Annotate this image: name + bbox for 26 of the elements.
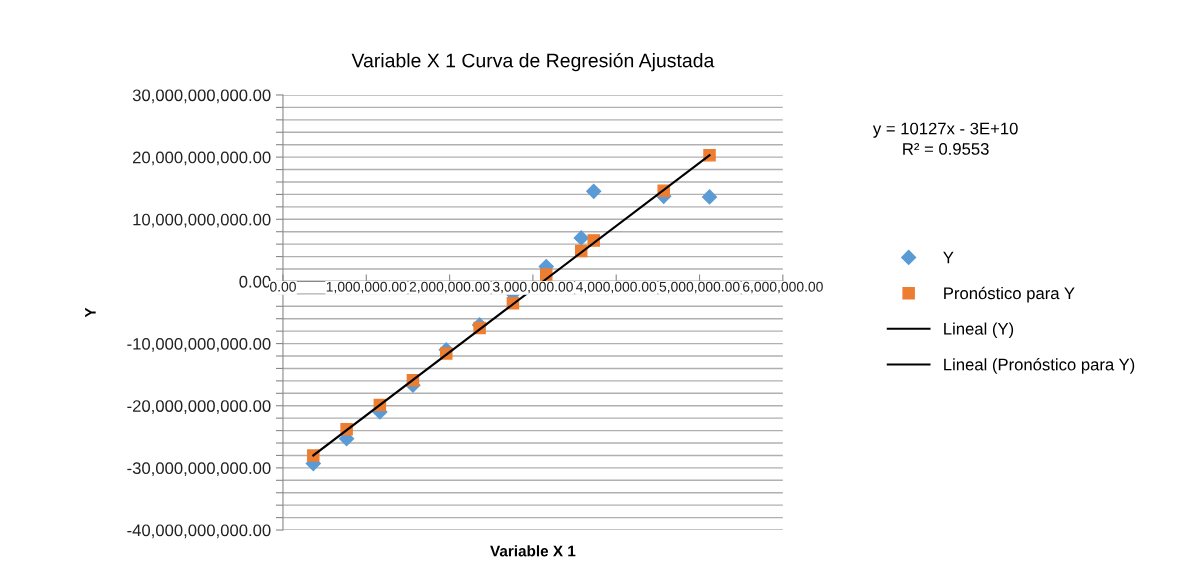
chart-title: Variable X 1 Curva de Regresión Ajustada (351, 52, 715, 72)
y-axis-title: Y (85, 307, 96, 318)
point (586, 183, 602, 199)
x-tick-label: 1,000,000.00 (326, 281, 407, 294)
text: y = 10127x - 3E+10 (872, 122, 1018, 138)
y-tick-label: -40,000,000,000.00 (127, 524, 271, 539)
x-tick-label: 5,000,000.00 (659, 281, 740, 294)
x-tick-label: 6,000,000.00 (743, 281, 823, 294)
x-tick-label: 3,000,000.00 (492, 281, 573, 294)
legend-label: Lineal (Y) (944, 322, 1014, 339)
y-tick-label: -10,000,000,000.00 (127, 337, 271, 352)
y-tick-label: -30,000,000,000.00 (127, 462, 271, 477)
text: R² = 0.9553 (903, 143, 989, 155)
y-tick-label: -20,000,000,000.00 (127, 400, 271, 414)
legend-label: Pronóstico para Y (944, 286, 1075, 303)
x-tick-label: 2,000,000.00 (409, 281, 490, 294)
legend-label: Lineal (Pronóstico para Y) (944, 358, 1135, 374)
legend-label: Y (943, 251, 954, 264)
point (573, 230, 589, 246)
y-tick-label: 10,000,000,000.00 (133, 213, 271, 228)
x-axis-title: Variable X 1 (490, 545, 576, 557)
x-tick-label: 4,000,000.00 (575, 281, 657, 294)
y-tick-label: 20,000,000,000.00 (133, 151, 271, 166)
x-tick-label: 0.00 (270, 281, 296, 292)
point (701, 189, 718, 205)
y-tick-label: 30,000,000,000.00 (132, 89, 271, 104)
